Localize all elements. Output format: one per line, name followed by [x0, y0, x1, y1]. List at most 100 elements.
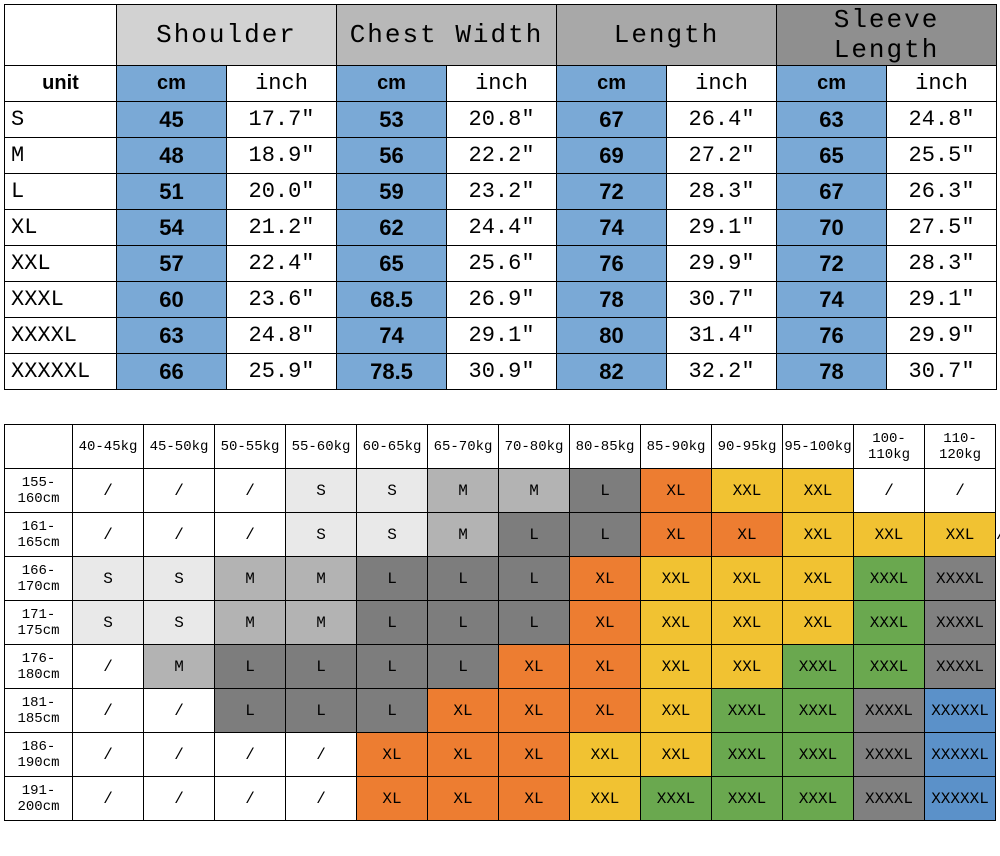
inch-value: 24.4" — [447, 210, 557, 246]
group-header: Sleeve Length — [777, 5, 997, 66]
size-label: XXXXL — [5, 318, 117, 354]
cm-value: 60 — [117, 282, 227, 318]
weight-header: 70-80kg — [499, 425, 570, 469]
size-recommendation-cell: M — [215, 601, 286, 645]
size-recommendation-cell: / — [144, 689, 215, 733]
size-label: XXL — [5, 246, 117, 282]
size-recommendation-cell: XL — [570, 689, 641, 733]
group-header: Length — [557, 5, 777, 66]
cm-value: 51 — [117, 174, 227, 210]
size-recommendation-cell: L — [357, 557, 428, 601]
size-recommendation-cell: / — [73, 733, 144, 777]
cm-value: 82 — [557, 354, 667, 390]
size-recommendation-cell: M — [286, 601, 357, 645]
cm-value: 78.5 — [337, 354, 447, 390]
cm-value: 74 — [557, 210, 667, 246]
inch-value: 29.9" — [667, 246, 777, 282]
cm-value: 65 — [337, 246, 447, 282]
size-recommendation-cell: XXL — [712, 469, 783, 513]
height-header: 166-170cm — [5, 557, 73, 601]
size-recommendation-cell: / — [286, 733, 357, 777]
inch-header: inch — [887, 66, 997, 102]
size-recommendation-cell: M — [428, 469, 499, 513]
size-recommendation-cell: XL — [428, 733, 499, 777]
size-recommendation-cell: / — [144, 777, 215, 821]
size-recommendation-cell: L — [357, 689, 428, 733]
cm-value: 80 — [557, 318, 667, 354]
size-recommendation-cell: XL — [357, 777, 428, 821]
group-header: Shoulder — [117, 5, 337, 66]
size-recommendation-cell: S — [357, 513, 428, 557]
cm-value: 59 — [337, 174, 447, 210]
size-recommendation-cell: XXXXL — [854, 777, 925, 821]
size-label: S — [5, 102, 117, 138]
inch-value: 23.2" — [447, 174, 557, 210]
size-recommendation-cell: S — [144, 601, 215, 645]
size-recommendation-cell: L — [499, 557, 570, 601]
size-recommendation-cell: / — [286, 777, 357, 821]
size-recommendation-cell: M — [499, 469, 570, 513]
size-recommendation-cell: / — [925, 469, 996, 513]
weight-header: 60-65kg — [357, 425, 428, 469]
inch-value: 29.1" — [447, 318, 557, 354]
inch-value: 23.6" — [227, 282, 337, 318]
size-recommendation-cell: XXL — [783, 513, 854, 557]
size-recommendation-cell: XXL — [641, 733, 712, 777]
cm-value: 63 — [117, 318, 227, 354]
weight-header: 80-85kg — [570, 425, 641, 469]
cm-value: 68.5 — [337, 282, 447, 318]
size-recommendation-cell: XXXL — [712, 733, 783, 777]
size-recommendation-cell: XXL — [712, 557, 783, 601]
inch-value: 32.2" — [667, 354, 777, 390]
size-recommendation-cell: L — [570, 469, 641, 513]
inch-header: inch — [227, 66, 337, 102]
size-recommendation-table: 40-45kg45-50kg50-55kg55-60kg60-65kg65-70… — [4, 424, 996, 821]
size-recommendation-cell: L — [286, 645, 357, 689]
inch-header: inch — [447, 66, 557, 102]
inch-value: 27.2" — [667, 138, 777, 174]
weight-header: 85-90kg — [641, 425, 712, 469]
size-recommendation-cell: XL — [499, 733, 570, 777]
inch-value: 29.1" — [887, 282, 997, 318]
inch-value: 20.0" — [227, 174, 337, 210]
size-recommendation-cell: XXXXL — [925, 601, 996, 645]
size-recommendation-cell: XL — [570, 645, 641, 689]
size-label: XL — [5, 210, 117, 246]
inch-value: 26.4" — [667, 102, 777, 138]
size-recommendation-cell: / — [73, 689, 144, 733]
blank-corner — [5, 5, 117, 66]
weight-header: 55-60kg — [286, 425, 357, 469]
size-recommendation-cell: / — [215, 469, 286, 513]
size-recommendation-cell: L — [215, 689, 286, 733]
size-recommendation-cell: XXXXL — [854, 733, 925, 777]
size-recommendation-cell: XXL — [712, 645, 783, 689]
height-header: 161-165cm — [5, 513, 73, 557]
size-recommendation-cell: XXL — [570, 733, 641, 777]
inch-header: inch — [667, 66, 777, 102]
size-recommendation-cell: XXXXXL — [925, 733, 996, 777]
size-recommendation-cell: XL — [641, 513, 712, 557]
size-recommendation-cell: / — [73, 645, 144, 689]
height-header: 191-200cm — [5, 777, 73, 821]
group-header: Chest Width — [337, 5, 557, 66]
size-recommendation-cell: XXXL — [854, 557, 925, 601]
size-recommendation-cell: / — [144, 733, 215, 777]
size-recommendation-cell: XXL — [925, 513, 996, 557]
cm-value: 57 — [117, 246, 227, 282]
inch-value: 26.9" — [447, 282, 557, 318]
size-recommendation-cell: XXL — [641, 557, 712, 601]
size-recommendation-cell: / — [144, 469, 215, 513]
size-recommendation-cell: L — [357, 645, 428, 689]
size-recommendation-cell: XL — [712, 513, 783, 557]
size-recommendation-cell: XXXL — [783, 777, 854, 821]
cm-header: cm — [777, 66, 887, 102]
size-recommendation-cell: XXL — [854, 513, 925, 557]
cm-value: 78 — [557, 282, 667, 318]
cm-value: 66 — [117, 354, 227, 390]
height-header: 176-180cm — [5, 645, 73, 689]
inch-value: 21.2" — [227, 210, 337, 246]
size-recommendation-cell: / — [73, 777, 144, 821]
size-recommendation-cell: XXL — [783, 601, 854, 645]
cm-value: 67 — [557, 102, 667, 138]
inch-value: 29.1" — [667, 210, 777, 246]
